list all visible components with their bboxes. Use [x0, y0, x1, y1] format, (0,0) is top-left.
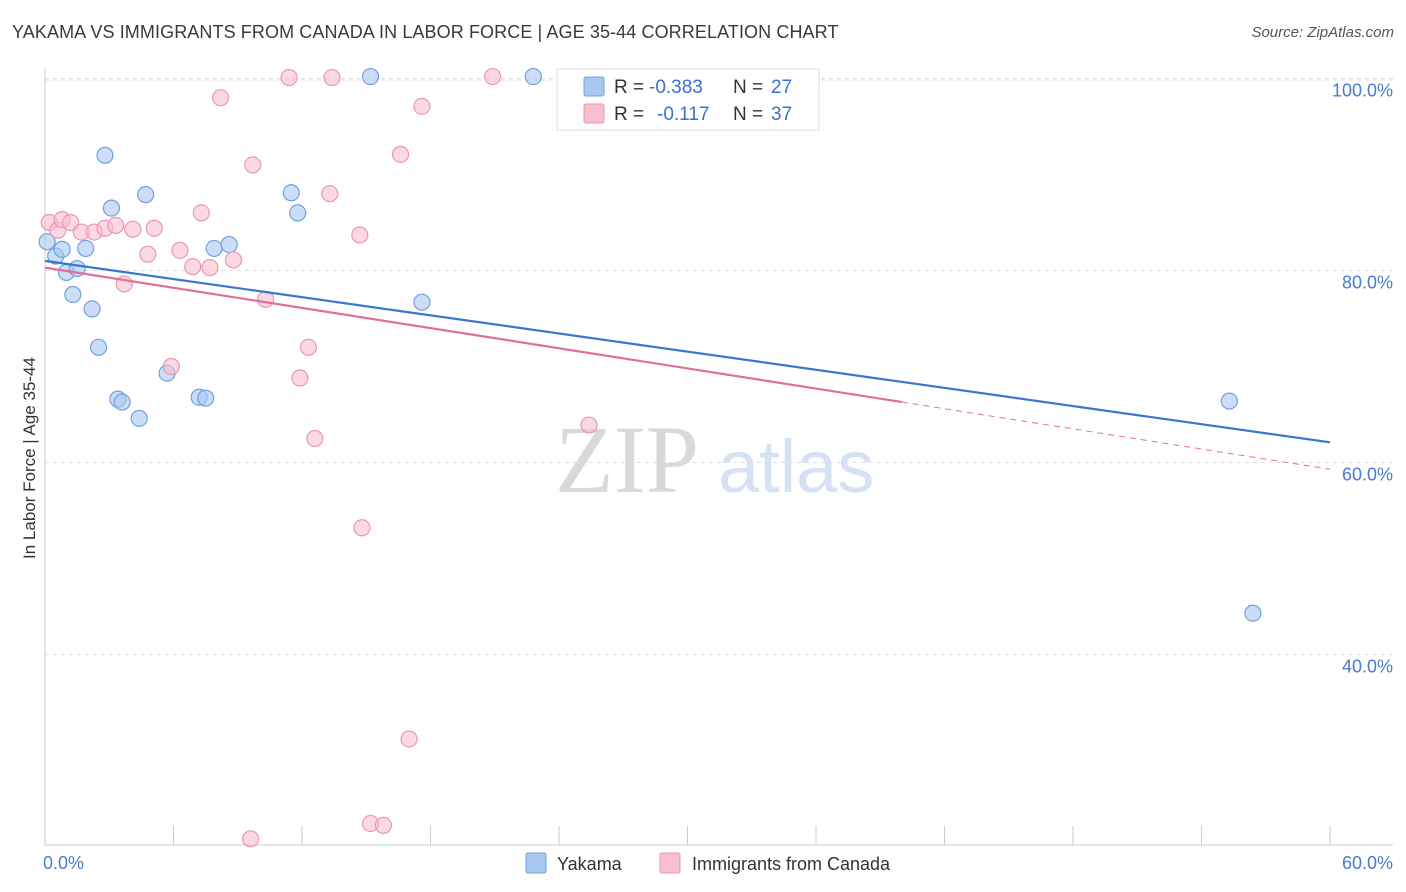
canada-point — [351, 226, 369, 244]
yakama-point — [77, 239, 95, 258]
yakama-point — [361, 67, 380, 86]
legend-yakama-swatch — [525, 852, 547, 874]
row2-r-label: R = — [614, 104, 644, 125]
y-axis-title: In Labor Force | Age 35-44 — [20, 357, 39, 559]
yakama-point — [524, 67, 542, 86]
series-legend: Yakama Immigrants from Canada — [525, 852, 891, 874]
yakama-point — [289, 204, 307, 222]
row2-n-label: N = — [733, 104, 763, 125]
canada-point — [306, 429, 324, 448]
canada-point — [201, 259, 219, 277]
scatter-points — [38, 67, 1262, 848]
row1-n-label: N = — [733, 77, 763, 98]
legend-canada-swatch — [659, 852, 681, 874]
canada-point — [280, 68, 298, 87]
canada-point — [374, 816, 392, 834]
canada-point — [353, 519, 371, 537]
yakama-point — [137, 186, 155, 204]
x-tick-label-min: 0.0% — [43, 853, 84, 873]
legend-yakama-label: Yakama — [557, 854, 623, 874]
yakama-point — [205, 239, 223, 258]
row1-r-value: -0.383 — [649, 77, 703, 98]
y-tick-label: 80.0% — [1342, 273, 1393, 293]
canada-point — [580, 416, 598, 434]
canada-point — [323, 68, 341, 87]
canada-point — [244, 156, 262, 174]
x-tick-label-max: 60.0% — [1342, 853, 1393, 873]
row2-r-value: -0.117 — [657, 104, 709, 125]
canada-point — [484, 67, 502, 86]
row2-n-value: 37 — [771, 104, 792, 125]
yakama-point — [102, 199, 120, 217]
stats-legend: R = -0.383 N = 27 R = -0.117 N = 37 — [556, 68, 820, 131]
canada-point — [212, 89, 230, 107]
yakama-point — [96, 146, 114, 164]
yakama-point — [413, 293, 431, 311]
canada-point — [321, 185, 339, 203]
canada-point — [145, 219, 163, 237]
yakama-point — [130, 409, 148, 427]
y-tick-label: 100.0% — [1332, 81, 1393, 101]
y-tick-label: 40.0% — [1342, 657, 1393, 677]
canada-point — [224, 251, 243, 269]
canada-point — [299, 338, 318, 356]
row1-r-label: R = — [614, 77, 644, 98]
source-credit: Source: ZipAtlas.com — [1251, 24, 1394, 41]
canada-point — [162, 357, 180, 376]
yakama-trend-line — [44, 259, 1331, 444]
yakama-point — [89, 338, 108, 356]
canada-point — [291, 369, 309, 387]
yakama-point — [53, 240, 71, 258]
canada-point — [124, 220, 142, 238]
yakama-point — [220, 235, 238, 254]
watermark-zip: ZIP — [555, 406, 699, 513]
yakama-point — [1220, 392, 1238, 410]
yakama-point — [1244, 604, 1262, 622]
canada-trend-line — [44, 266, 902, 404]
chart-title: YAKAMA VS IMMIGRANTS FROM CANADA IN LABO… — [12, 22, 839, 42]
axes — [44, 68, 1393, 846]
tick-labels: 40.0% 60.0% 80.0% 100.0% 0.0% 60.0% — [43, 81, 1393, 874]
trend-lines — [44, 259, 1331, 470]
yakama-point — [64, 285, 82, 304]
canada-point — [62, 213, 80, 232]
yakama-swatch — [583, 76, 605, 97]
canada-point — [171, 241, 189, 259]
canada-point — [242, 830, 260, 848]
canada-point — [107, 216, 125, 234]
canada-point — [400, 730, 418, 748]
canada-point — [192, 204, 210, 222]
canada-point — [391, 145, 410, 163]
y-tick-label: 60.0% — [1342, 465, 1393, 485]
yakama-point — [38, 233, 56, 251]
yakama-point — [83, 300, 101, 318]
canada-point — [184, 258, 202, 276]
yakama-point — [197, 389, 215, 407]
yakama-point — [113, 393, 131, 411]
yakama-point — [282, 184, 300, 202]
row1-n-value: 27 — [771, 77, 792, 98]
canada-swatch — [583, 103, 605, 124]
watermark-atlas: atlas — [718, 425, 874, 508]
legend-canada-label: Immigrants from Canada — [692, 854, 891, 874]
canada-point — [139, 245, 157, 263]
canada-point — [413, 97, 431, 115]
